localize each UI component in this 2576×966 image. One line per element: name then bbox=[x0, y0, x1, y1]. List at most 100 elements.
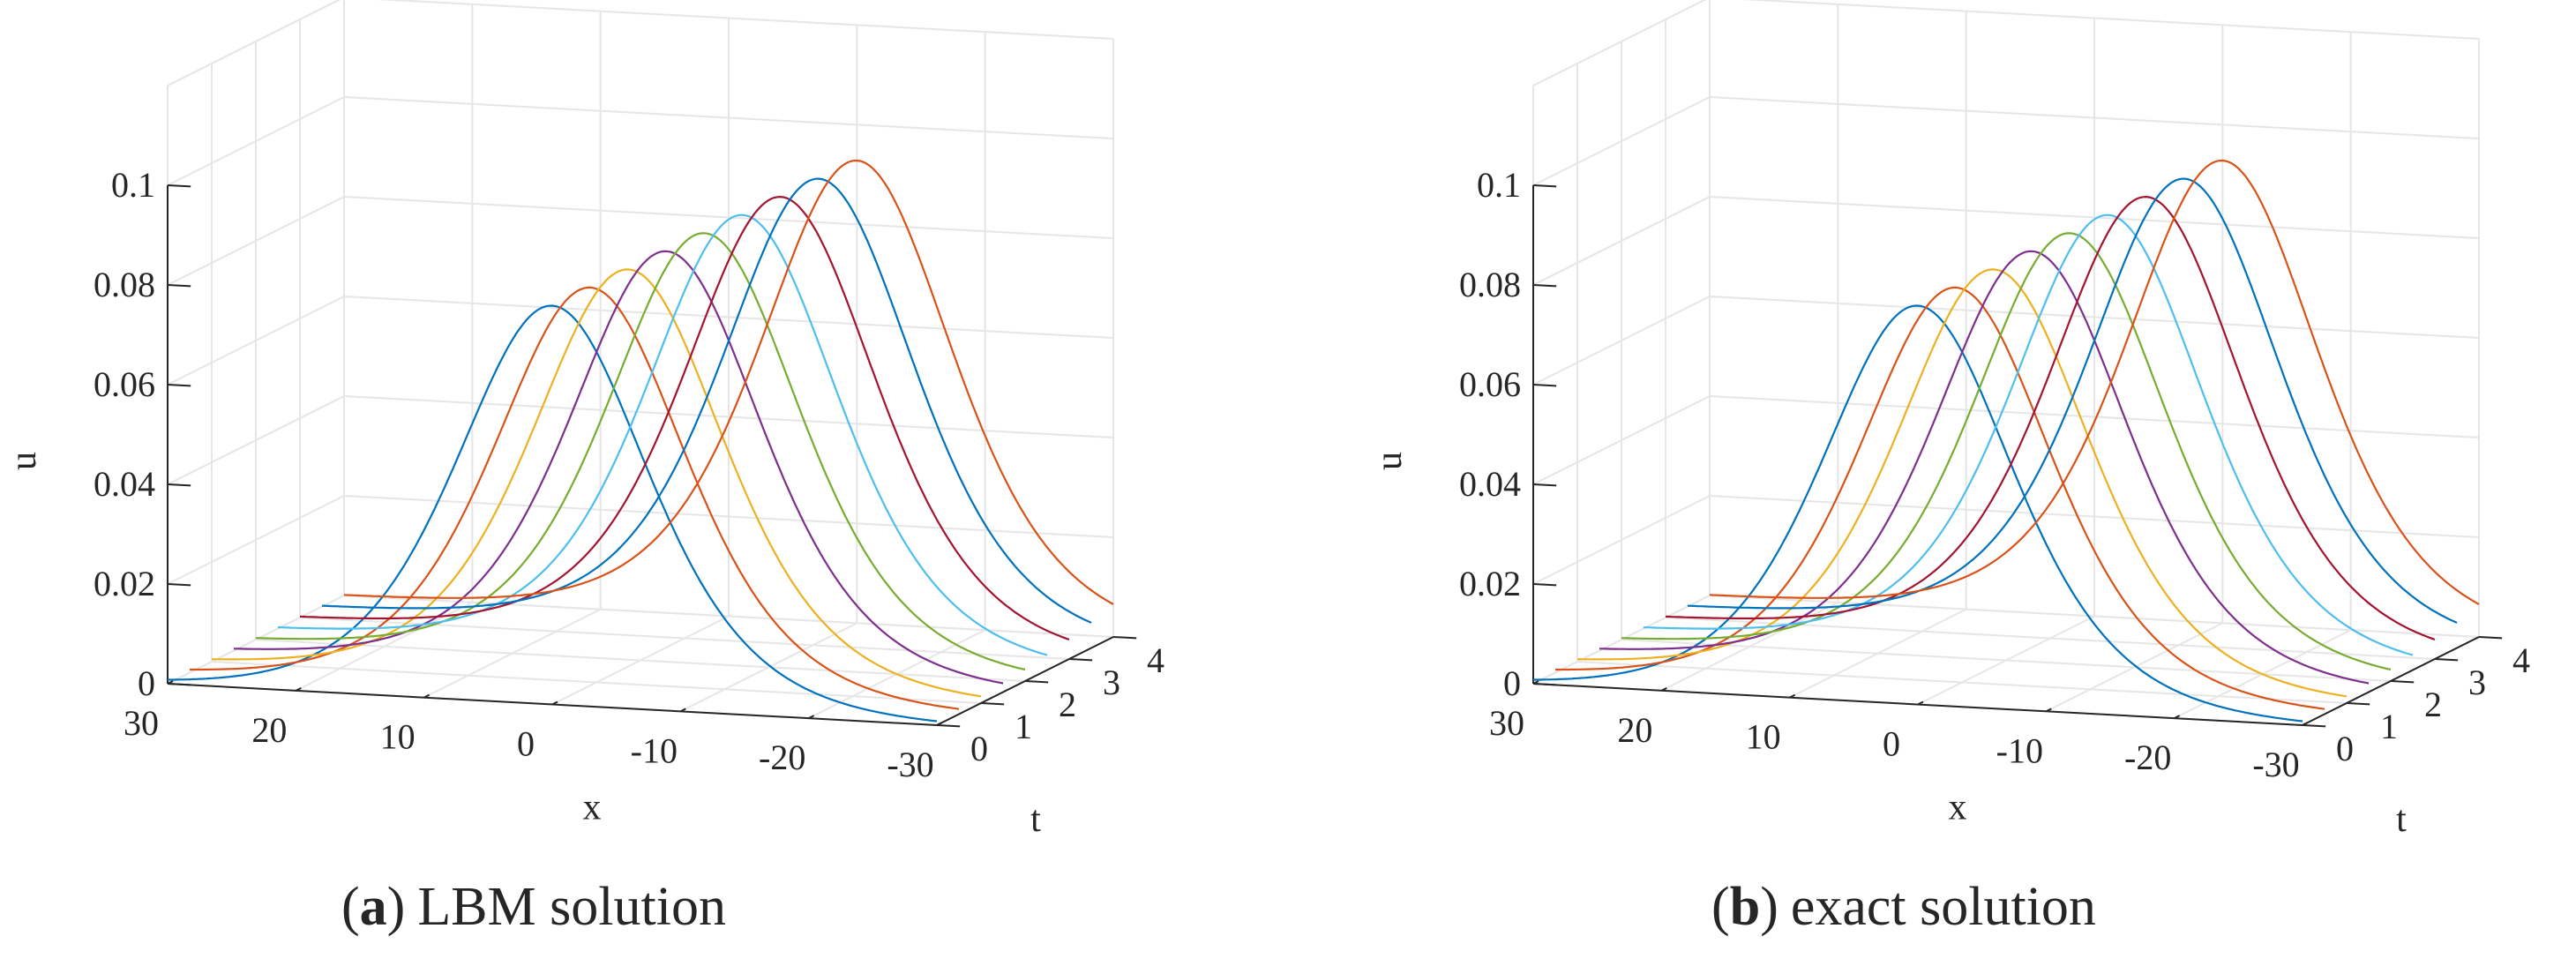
series-line-t-0.5 bbox=[190, 286, 960, 710]
grid-floor-t-1 bbox=[211, 661, 982, 704]
t-tick-2 bbox=[2390, 680, 2415, 684]
x-tick-5 bbox=[808, 715, 815, 720]
grid-side-z-5 bbox=[1532, 96, 1711, 186]
x-tick-label-1: 20 bbox=[251, 710, 287, 750]
z-tick-3 bbox=[1532, 384, 1557, 387]
z-tick-label-3: 0.06 bbox=[94, 364, 155, 404]
grid-back-z-4 bbox=[343, 196, 1114, 239]
series-line-t-3 bbox=[299, 195, 1070, 641]
z-tick-label-4: 0.08 bbox=[1459, 265, 1521, 304]
z-tick-label-1: 0.02 bbox=[94, 564, 155, 603]
z-tick-label-2: 0.04 bbox=[1459, 464, 1521, 504]
t-tick-0 bbox=[2302, 724, 2326, 728]
series-line-t-2.5 bbox=[277, 213, 1048, 656]
x-tick-4 bbox=[679, 708, 686, 713]
z-tick-label-3: 0.06 bbox=[1459, 364, 1521, 404]
z-tick-0 bbox=[1532, 683, 1557, 686]
series-line-t-3.5 bbox=[1687, 177, 2458, 624]
x-tick-4 bbox=[2045, 708, 2052, 713]
t-tick-3 bbox=[1068, 658, 1093, 662]
x-tick-label-2: 10 bbox=[1746, 717, 1781, 757]
z-tick-label-1: 0.02 bbox=[1459, 564, 1521, 603]
x-tick-3 bbox=[1917, 700, 1924, 706]
t-tick-label-0: 0 bbox=[970, 729, 988, 768]
x-tick-1 bbox=[1660, 686, 1667, 692]
series-line-t-1 bbox=[1577, 268, 2348, 698]
series-line-t-3.5 bbox=[321, 177, 1092, 624]
caption-b-open-paren: ( bbox=[1711, 877, 1730, 937]
z-tick-label-5: 0.1 bbox=[1477, 165, 1521, 205]
t-tick-3 bbox=[2434, 658, 2459, 662]
panel-b-exact-solution: 30 20 10 0 -10 -20 -30 0123400.020.040.060.080.… bbox=[1369, 0, 2530, 840]
x-tick-label-4: -10 bbox=[1996, 730, 2043, 770]
z-tick-label-0: 0 bbox=[138, 663, 155, 703]
series-line-t-2 bbox=[1621, 232, 2392, 671]
series-line-t-2.5 bbox=[1643, 213, 2414, 656]
grid-back-z-3 bbox=[343, 296, 1114, 339]
z-tick-2 bbox=[167, 483, 191, 487]
x-axis-label: x bbox=[1949, 788, 1967, 828]
x-tick-label-6: -30 bbox=[2252, 745, 2299, 784]
z-tick-label-5: 0.1 bbox=[111, 165, 155, 205]
series-line-t-2 bbox=[255, 232, 1026, 671]
t-axis-label: t bbox=[2396, 799, 2407, 840]
caption-b-text: exact solution bbox=[1791, 877, 2096, 937]
series-line-t-1.5 bbox=[1599, 250, 2370, 685]
caption-a-close-paren: ) bbox=[387, 877, 406, 937]
x-tick-2 bbox=[423, 693, 431, 699]
grid-side-z-5 bbox=[167, 96, 345, 186]
grid-back-z-2 bbox=[1709, 395, 2480, 438]
z-tick-0 bbox=[167, 683, 191, 686]
t-tick-label-4: 4 bbox=[2512, 640, 2530, 680]
t-tick-label-1: 1 bbox=[1015, 707, 1032, 746]
grid-floor-t-4 bbox=[1709, 595, 2480, 638]
x-tick-label-0: 30 bbox=[124, 703, 159, 743]
t-tick-label-3: 3 bbox=[1103, 663, 1120, 702]
grid-back-z-1 bbox=[343, 495, 1114, 538]
z-tick-label-2: 0.04 bbox=[94, 464, 155, 504]
z-axis-label: u bbox=[4, 452, 44, 470]
t-tick-label-2: 2 bbox=[1059, 685, 1076, 724]
panel-a-lbm-solution: 30 20 10 0 -10 -20 -30 0123400.020.040.060.080.… bbox=[4, 0, 1164, 840]
x-tick-label-0: 30 bbox=[1489, 703, 1524, 743]
x-tick-5 bbox=[2174, 715, 2181, 720]
grid-floor-t-4 bbox=[343, 595, 1114, 638]
x-tick-label-5: -20 bbox=[759, 738, 805, 777]
caption-b-label: b bbox=[1730, 877, 1760, 937]
t-tick-0 bbox=[936, 724, 961, 728]
grid-side-z-4 bbox=[1532, 196, 1711, 286]
t-tick-label-0: 0 bbox=[2336, 729, 2354, 768]
x-tick-label-1: 20 bbox=[1617, 710, 1652, 750]
x-tick-label-6: -30 bbox=[887, 745, 933, 784]
z-tick-5 bbox=[1532, 184, 1557, 188]
grid-back-z-5 bbox=[1709, 96, 2480, 139]
caption-a-text: LBM solution bbox=[417, 877, 726, 937]
caption-a-open-paren: ( bbox=[341, 877, 360, 937]
grid-back-z-6 bbox=[1742, 0, 2480, 40]
caption-a-label: a bbox=[360, 877, 387, 937]
x-axis-label: x bbox=[583, 788, 602, 828]
z-axis-label: u bbox=[1369, 452, 1410, 470]
z-tick-label-0: 0 bbox=[1503, 663, 1521, 703]
t-tick-label-3: 3 bbox=[2468, 663, 2486, 702]
t-tick-4 bbox=[2478, 636, 2503, 640]
z-tick-2 bbox=[1532, 483, 1557, 487]
grid-side-z-6 bbox=[1532, 0, 1707, 86]
z-tick-1 bbox=[167, 583, 191, 587]
grid-side-z-6 bbox=[167, 0, 341, 86]
grid-back-z-4 bbox=[1709, 196, 2480, 239]
t-tick-label-2: 2 bbox=[2424, 685, 2442, 724]
x-tick-2 bbox=[1789, 693, 1796, 699]
grid-side-z-3 bbox=[167, 296, 345, 386]
t-axis-label: t bbox=[1030, 799, 1041, 840]
series-line-t-0.5 bbox=[1555, 286, 2325, 710]
caption-a: (a) LBM solution bbox=[341, 877, 726, 937]
z-tick-label-4: 0.08 bbox=[94, 265, 155, 304]
t-tick-label-4: 4 bbox=[1147, 640, 1164, 680]
series-line-t-1 bbox=[212, 268, 982, 698]
x-tick-label-4: -10 bbox=[631, 730, 678, 770]
x-tick-label-2: 10 bbox=[380, 717, 416, 757]
grid-side-z-2 bbox=[167, 395, 345, 485]
